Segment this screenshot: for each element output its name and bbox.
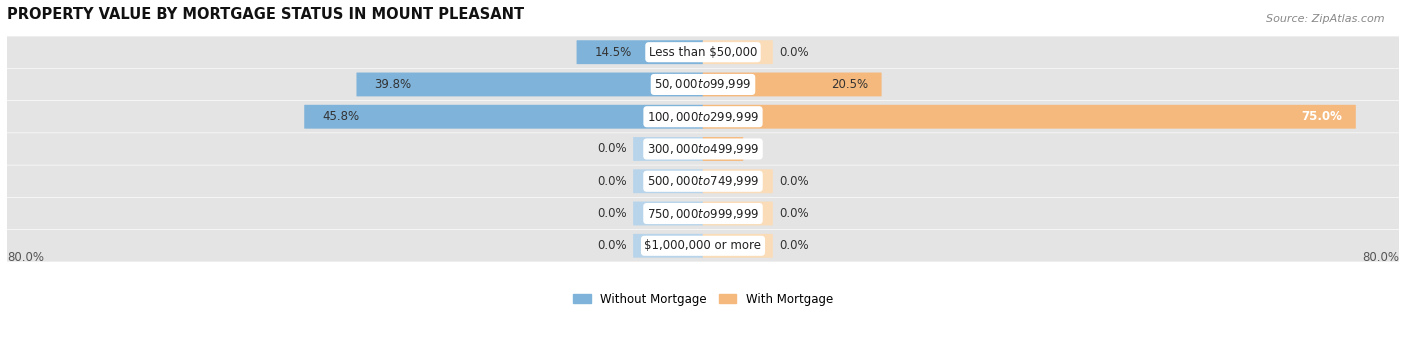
- FancyBboxPatch shape: [703, 169, 773, 193]
- Text: $1,000,000 or more: $1,000,000 or more: [644, 239, 762, 252]
- Text: 4.6%: 4.6%: [700, 143, 730, 155]
- FancyBboxPatch shape: [576, 40, 703, 64]
- Text: 14.5%: 14.5%: [595, 46, 631, 59]
- Text: 20.5%: 20.5%: [831, 78, 869, 91]
- Text: 0.0%: 0.0%: [596, 207, 627, 220]
- Legend: Without Mortgage, With Mortgage: Without Mortgage, With Mortgage: [568, 288, 838, 310]
- Text: $500,000 to $749,999: $500,000 to $749,999: [647, 174, 759, 188]
- FancyBboxPatch shape: [7, 230, 1399, 262]
- Text: 0.0%: 0.0%: [779, 46, 810, 59]
- FancyBboxPatch shape: [633, 234, 703, 258]
- FancyBboxPatch shape: [7, 101, 1399, 133]
- FancyBboxPatch shape: [357, 73, 703, 97]
- Text: PROPERTY VALUE BY MORTGAGE STATUS IN MOUNT PLEASANT: PROPERTY VALUE BY MORTGAGE STATUS IN MOU…: [7, 7, 524, 22]
- Text: $300,000 to $499,999: $300,000 to $499,999: [647, 142, 759, 156]
- Text: 80.0%: 80.0%: [1362, 251, 1399, 264]
- FancyBboxPatch shape: [7, 36, 1399, 68]
- FancyBboxPatch shape: [7, 133, 1399, 165]
- FancyBboxPatch shape: [703, 105, 1355, 129]
- FancyBboxPatch shape: [7, 165, 1399, 197]
- Text: 0.0%: 0.0%: [596, 175, 627, 188]
- FancyBboxPatch shape: [633, 169, 703, 193]
- FancyBboxPatch shape: [633, 137, 703, 161]
- Text: $50,000 to $99,999: $50,000 to $99,999: [654, 77, 752, 91]
- FancyBboxPatch shape: [703, 40, 773, 64]
- Text: $750,000 to $999,999: $750,000 to $999,999: [647, 207, 759, 221]
- FancyBboxPatch shape: [703, 73, 882, 97]
- Text: 0.0%: 0.0%: [779, 239, 810, 252]
- Text: Source: ZipAtlas.com: Source: ZipAtlas.com: [1267, 14, 1385, 24]
- FancyBboxPatch shape: [703, 202, 773, 225]
- Text: 39.8%: 39.8%: [374, 78, 411, 91]
- Text: 0.0%: 0.0%: [596, 239, 627, 252]
- Text: 0.0%: 0.0%: [779, 175, 810, 188]
- FancyBboxPatch shape: [703, 234, 773, 258]
- Text: Less than $50,000: Less than $50,000: [648, 46, 758, 59]
- Text: 75.0%: 75.0%: [1302, 110, 1343, 123]
- Text: 0.0%: 0.0%: [596, 143, 627, 155]
- Text: $100,000 to $299,999: $100,000 to $299,999: [647, 110, 759, 124]
- Text: 0.0%: 0.0%: [779, 207, 810, 220]
- FancyBboxPatch shape: [7, 69, 1399, 100]
- Text: 45.8%: 45.8%: [322, 110, 359, 123]
- Text: 80.0%: 80.0%: [7, 251, 44, 264]
- FancyBboxPatch shape: [304, 105, 703, 129]
- FancyBboxPatch shape: [703, 137, 744, 161]
- FancyBboxPatch shape: [7, 198, 1399, 229]
- FancyBboxPatch shape: [633, 202, 703, 225]
